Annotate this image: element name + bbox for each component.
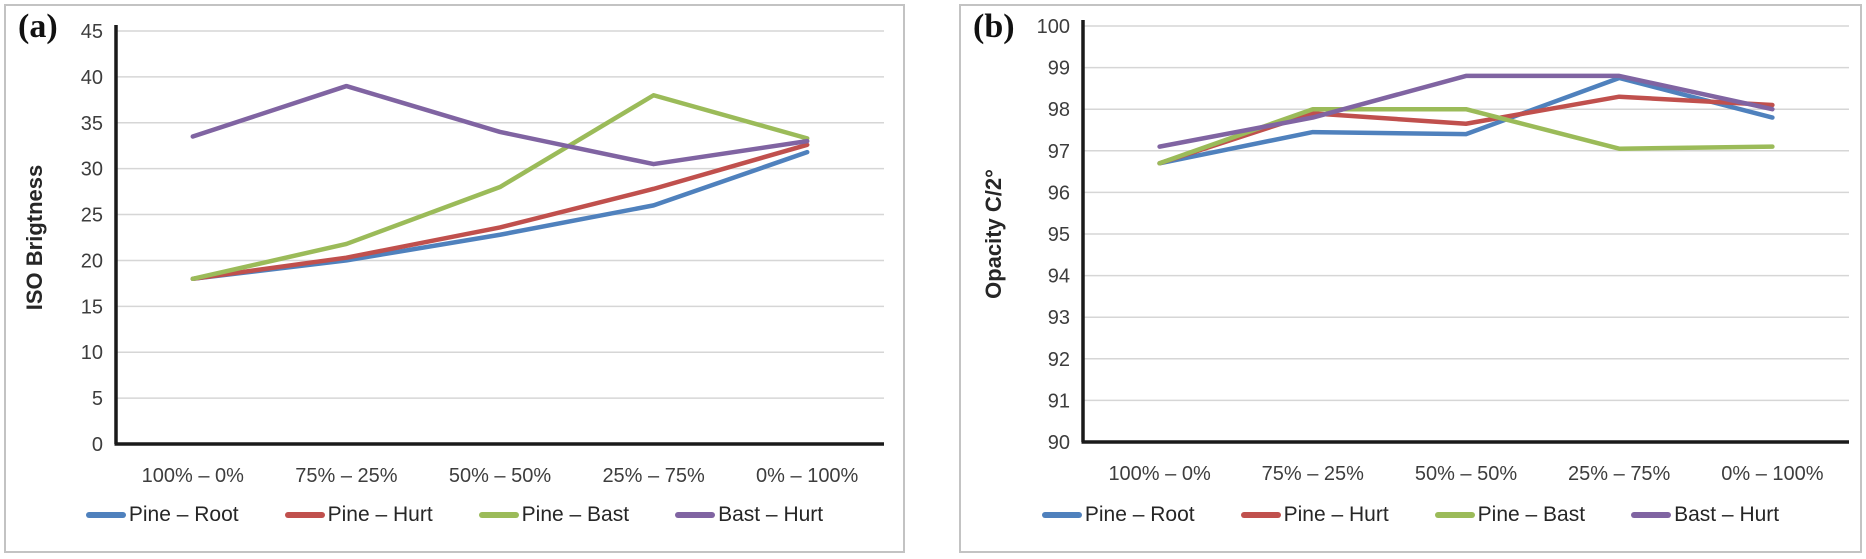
x-tick-label: 50% – 50% xyxy=(1415,463,1518,485)
legend-item-pine-root: Pine – Root xyxy=(1041,503,1195,527)
y-tick-label: 99 xyxy=(1048,58,1070,80)
x-tick-label: 0% – 100% xyxy=(1721,463,1824,485)
y-tick-label: 90 xyxy=(1048,432,1070,454)
y-axis-title: ISO Brigtness xyxy=(22,165,47,310)
legend-label: Pine – Hurt xyxy=(1283,503,1389,526)
x-tick-label: 75% – 25% xyxy=(295,465,398,487)
x-tick-label: 25% – 75% xyxy=(1568,463,1671,485)
panel-b-label: (b) xyxy=(973,8,1015,45)
x-tick-label: 100% – 0% xyxy=(142,465,245,487)
y-tick-label: 0 xyxy=(92,434,103,456)
y-tick-label: 98 xyxy=(1048,99,1070,121)
y-tick-label: 93 xyxy=(1048,307,1070,329)
legend-item-pine-hurt: Pine – Hurt xyxy=(284,503,433,527)
y-tick-label: 15 xyxy=(81,296,103,318)
x-tick-label: 0% – 100% xyxy=(756,465,859,487)
panel-b: (b) 90 91 92 93 94 95 96 97 98 99 100 100% – 0% 75% … xyxy=(959,4,1862,553)
y-tick-label: 5 xyxy=(92,388,103,410)
legend-label: Bast – Hurt xyxy=(718,503,824,526)
legend-swatch-pine-hurt xyxy=(1240,512,1281,518)
y-tick-label: 95 xyxy=(1048,224,1070,246)
legend-label: Bast – Hurt xyxy=(1674,503,1780,526)
legend-item-pine-hurt: Pine – Hurt xyxy=(1240,503,1389,527)
panel-a-label: (a) xyxy=(18,8,58,45)
legend-swatch-pine-hurt xyxy=(284,512,325,518)
y-tick-label: 92 xyxy=(1048,349,1070,371)
panel-a: (a) 0 5 10 15 20 25 30 35 40 45 100% – 0% 75% – 25%… xyxy=(4,4,905,553)
y-tick-label: 97 xyxy=(1048,141,1070,163)
y-tick-label: 94 xyxy=(1048,266,1070,288)
line-chart-b: 90 91 92 93 94 95 96 97 98 99 100 100% – 0% 75% – 25… xyxy=(981,16,1849,485)
legend-item-pine-root: Pine – Root xyxy=(85,503,239,527)
y-axis-title: Opacity C/2° xyxy=(981,169,1006,299)
series-line-bast-hurt xyxy=(1157,73,1775,149)
series-line-pine-hurt xyxy=(1157,94,1775,166)
y-tick-label: 96 xyxy=(1048,182,1070,204)
legend-item-pine-bast: Pine – Bast xyxy=(478,503,630,527)
legend-item-bast-hurt: Bast – Hurt xyxy=(1631,503,1779,527)
legend-swatch-pine-bast xyxy=(478,512,519,518)
y-tick-label: 10 xyxy=(81,342,103,364)
legend-item-pine-bast: Pine – Bast xyxy=(1434,503,1586,527)
legend-item-bast-hurt: Bast – Hurt xyxy=(675,503,823,527)
y-tick-label: 91 xyxy=(1048,390,1070,412)
y-tick-label: 25 xyxy=(81,205,103,227)
legend-swatch-bast-hurt xyxy=(1631,512,1672,518)
y-tick-label: 40 xyxy=(81,67,103,89)
y-tick-label: 20 xyxy=(81,250,103,272)
line-chart-a: 0 5 10 15 20 25 30 35 40 45 100% – 0% 75% – 25% 50% … xyxy=(22,21,884,487)
legend-swatch-bast-hurt xyxy=(675,512,716,518)
x-tick-label: 75% – 25% xyxy=(1262,463,1365,485)
legend-a: Pine – Root Pine – Hurt Pine – Bast Bast – … xyxy=(6,503,903,527)
series-line-pine-hurt xyxy=(190,142,810,282)
legend-swatch-pine-bast xyxy=(1434,512,1475,518)
legend-b: Pine – Root Pine – Hurt Pine – Bast Bast – … xyxy=(961,503,1860,527)
series-line-bast-hurt xyxy=(190,83,810,167)
y-tick-label: 45 xyxy=(81,21,103,43)
legend-label: Pine – Root xyxy=(1084,503,1195,526)
x-tick-label: 100% – 0% xyxy=(1108,463,1211,485)
legend-swatch-pine-root xyxy=(1041,512,1082,518)
series-line-pine-root xyxy=(1157,75,1775,166)
legend-label: Pine – Bast xyxy=(521,503,630,526)
legend-swatch-pine-root xyxy=(85,512,126,518)
series-line-pine-bast xyxy=(190,92,810,282)
y-tick-label: 35 xyxy=(81,113,103,135)
x-tick-label: 50% – 50% xyxy=(449,465,552,487)
legend-label: Pine – Bast xyxy=(1477,503,1586,526)
legend-label: Pine – Root xyxy=(128,503,239,526)
x-tick-label: 25% – 75% xyxy=(602,465,705,487)
legend-label: Pine – Hurt xyxy=(327,503,433,526)
y-tick-label: 100 xyxy=(1037,16,1070,38)
y-tick-label: 30 xyxy=(81,159,103,181)
